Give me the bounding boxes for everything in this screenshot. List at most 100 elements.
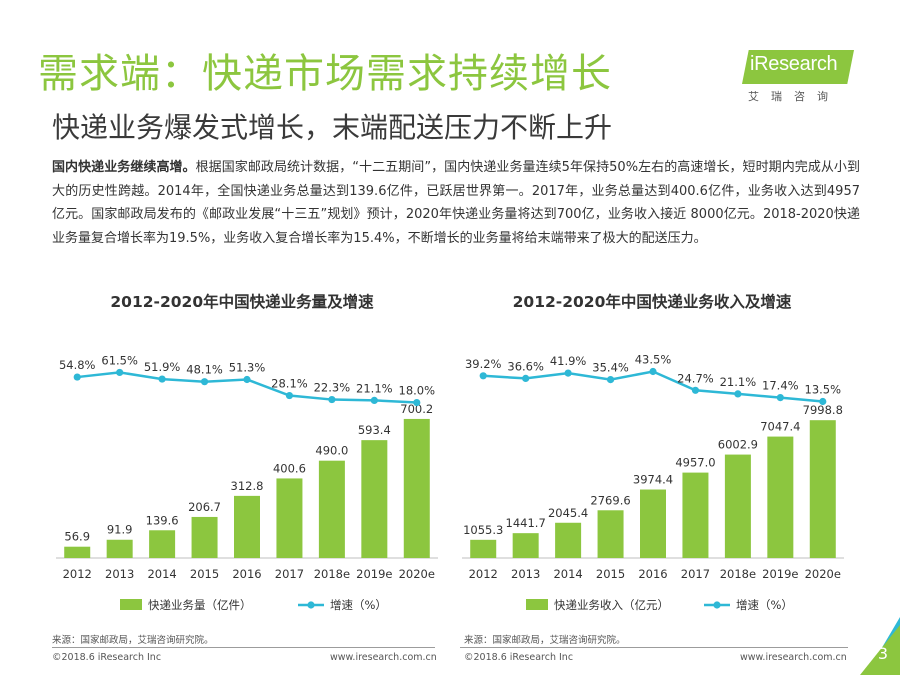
x-tick-2018e: 2018e	[720, 567, 756, 581]
x-tick-2015: 2015	[596, 567, 625, 581]
legend-line-marker	[307, 601, 315, 609]
bar-label-2019e: 7047.4	[760, 420, 800, 434]
growth-label-2019e: 17.4%	[762, 379, 799, 393]
logo-badge	[742, 50, 854, 84]
growth-label-2013: 61.5%	[101, 353, 138, 367]
x-tick-2015: 2015	[190, 567, 219, 581]
growth-label-2012: 39.2%	[465, 357, 502, 371]
intro-paragraph: 国内快递业务继续高增。根据国家邮政局统计数据，“十二五期间”，国内快递业务量连续…	[52, 156, 860, 250]
growth-point-2018e	[734, 390, 742, 398]
bar-label-2020e: 700.2	[400, 402, 433, 416]
intro-lead: 国内快递业务继续高增。	[52, 160, 196, 175]
growth-point-2016	[243, 375, 251, 384]
legend-line-marker	[713, 601, 721, 609]
growth-point-2012	[73, 373, 81, 381]
logo-sub-text: 艾瑞咨询	[748, 90, 840, 103]
x-tick-2014: 2014	[147, 567, 176, 581]
bar-label-2016: 312.8	[231, 479, 264, 493]
x-tick-2013: 2013	[105, 567, 134, 581]
bar-label-2013: 91.9	[107, 523, 133, 537]
source-note-left: 来源：国家邮政局，艾瑞咨询研究院。	[52, 635, 214, 646]
page-title: 需求端：快递市场需求持续增长	[38, 51, 612, 97]
bar-2013	[512, 533, 539, 558]
x-tick-2018e: 2018e	[314, 567, 350, 581]
growth-label-2019e: 21.1%	[356, 381, 393, 395]
chart-volume: 56.9 2012 91.9 2013 139.6 2014 206.7 2015 312.8 2…	[56, 353, 438, 612]
growth-point-2020e	[413, 398, 421, 407]
intro-body: 根据国家邮政局统计数据，“十二五期间”，国内快递业务量连续5年保持50%左右的高…	[52, 160, 860, 246]
x-tick-2014: 2014	[553, 567, 582, 581]
chart-revenue: 1055.3 2012 1441.7 2013 2045.4 2014 2769.6 2015…	[462, 353, 844, 612]
growth-label-2017: 28.1%	[271, 377, 308, 391]
growth-point-2014	[564, 369, 572, 377]
bar-label-2013: 1441.7	[506, 516, 546, 530]
x-tick-2017: 2017	[681, 567, 710, 581]
bar-2020e	[809, 420, 836, 558]
source-note-right: 来源：国家邮政局，艾瑞咨询研究院。	[464, 635, 626, 646]
bar-label-2017: 400.6	[273, 461, 306, 475]
growth-label-2015: 35.4%	[592, 361, 629, 375]
footer-copyright-left: ©2018.6 iResearch Inc	[52, 652, 162, 663]
growth-point-2015	[606, 376, 615, 384]
growth-label-2013: 36.6%	[507, 359, 544, 373]
bar-2012	[64, 546, 91, 558]
bar-2020e	[403, 418, 430, 558]
bar-label-2012: 56.9	[64, 530, 90, 544]
bar-2018e	[724, 454, 751, 558]
corner-decoration	[860, 617, 900, 675]
legend-bar-label: 快递业务量（亿件）	[148, 598, 252, 612]
bar-label-2016: 3974.4	[633, 473, 673, 487]
iresearch-logo: iResearch 艾瑞咨询	[742, 50, 854, 105]
growth-point-2016	[649, 367, 657, 376]
growth-point-2019e	[776, 394, 784, 402]
growth-point-2012	[479, 372, 487, 380]
bar-label-2014: 139.6	[146, 513, 179, 527]
growth-label-2014: 41.9%	[550, 354, 587, 368]
bar-2014	[149, 530, 176, 558]
growth-label-2015: 48.1%	[186, 363, 223, 377]
footer-divider-right	[460, 647, 848, 648]
x-tick-2020e: 2020e	[399, 567, 435, 581]
logo-brand-text: iResearch	[750, 53, 838, 75]
bar-label-2018e: 490.0	[315, 444, 348, 458]
growth-point-2020e	[819, 397, 827, 406]
legend-bar-swatch	[526, 599, 548, 610]
growth-label-2014: 51.9%	[144, 360, 181, 374]
page-number: 3	[877, 644, 888, 663]
x-tick-2012: 2012	[469, 567, 498, 581]
growth-label-2016: 51.3%	[229, 360, 266, 374]
growth-point-2013	[116, 368, 124, 377]
bar-label-2015: 206.7	[188, 500, 221, 514]
bar-label-2019e: 593.4	[358, 423, 391, 437]
bar-2019e	[361, 440, 388, 558]
growth-label-2020e: 18.0%	[399, 384, 436, 398]
growth-point-2018e	[328, 395, 336, 404]
bar-label-2012: 1055.3	[463, 523, 503, 537]
bar-label-2020e: 7998.8	[803, 403, 843, 417]
growth-point-2014	[158, 375, 166, 383]
growth-point-2015	[200, 378, 209, 386]
legend-bar-label: 快递业务收入（亿元）	[554, 598, 669, 612]
chart-title-volume: 2012-2020年中国快递业务量及增速	[110, 293, 374, 311]
bar-2012	[470, 539, 497, 558]
footer-divider-left	[52, 647, 435, 648]
bar-2017	[276, 478, 303, 558]
growth-point-2013	[522, 374, 530, 382]
x-tick-2019e: 2019e	[762, 567, 798, 581]
growth-label-2017: 24.7%	[677, 371, 714, 385]
footer-copyright-right: ©2018.6 iResearch Inc	[464, 652, 574, 663]
legend-line-label: 增速（%）	[736, 598, 793, 612]
x-tick-2019e: 2019e	[356, 567, 392, 581]
legend-bar-swatch	[120, 599, 142, 610]
bar-label-2018e: 6002.9	[718, 438, 758, 452]
bar-label-2015: 2769.6	[590, 493, 630, 507]
bar-2016	[234, 495, 260, 558]
x-tick-2013: 2013	[511, 567, 540, 581]
x-tick-2017: 2017	[275, 567, 304, 581]
chart-title-revenue: 2012-2020年中国快递业务收入及增速	[512, 293, 792, 311]
growth-label-2018e: 21.1%	[720, 375, 757, 389]
bar-2017	[682, 472, 709, 558]
bar-2018e	[318, 460, 345, 558]
growth-label-2012: 54.8%	[59, 358, 96, 372]
bar-2019e	[767, 436, 794, 558]
